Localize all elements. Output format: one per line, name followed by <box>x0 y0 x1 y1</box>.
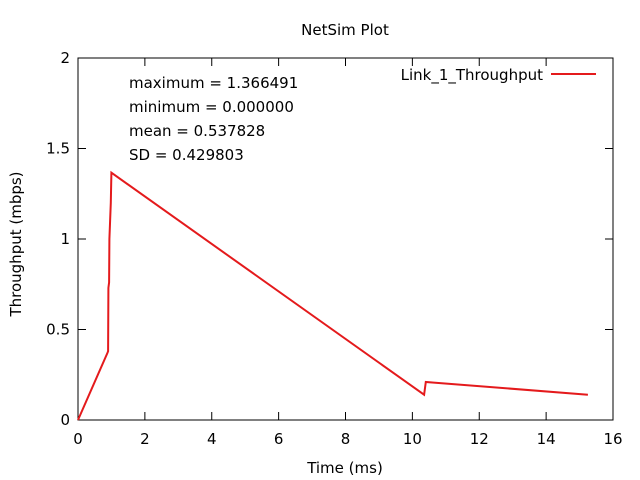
chart-title: NetSim Plot <box>301 21 389 39</box>
legend-label: Link_1_Throughput <box>401 66 544 85</box>
x-tick-label: 12 <box>470 430 489 448</box>
x-tick-label: 4 <box>207 430 217 448</box>
statistics-annotations: maximum = 1.366491 minimum = 0.000000 me… <box>129 74 298 164</box>
series-line-link-1-throughput <box>77 170 588 421</box>
y-tick-label: 1 <box>60 230 70 248</box>
stat-maximum: maximum = 1.366491 <box>129 74 298 92</box>
x-tick-label: 14 <box>537 430 556 448</box>
stat-mean: mean = 0.537828 <box>129 122 265 140</box>
x-tick-label: 8 <box>341 430 351 448</box>
y-tick-label: 2 <box>60 49 70 67</box>
x-tick-label: 0 <box>73 430 83 448</box>
y-tick-label: 1.5 <box>46 140 70 158</box>
x-tick-label: 16 <box>603 430 622 448</box>
x-tick-label: 6 <box>274 430 284 448</box>
y-axis-label: Throughput (mbps) <box>7 171 25 317</box>
legend: Link_1_Throughput <box>401 66 596 85</box>
y-tick-label: 0 <box>60 411 70 429</box>
stat-minimum: minimum = 0.000000 <box>129 98 294 116</box>
stat-sd: SD = 0.429803 <box>129 146 244 164</box>
series-layer <box>77 170 588 421</box>
tick-labels: 0 2 4 6 8 10 12 14 16 0 0.5 1 1.5 2 <box>46 49 622 448</box>
x-tick-label: 2 <box>140 430 150 448</box>
plot-frame <box>77 57 614 421</box>
x-tick-label: 10 <box>403 430 422 448</box>
x-axis-label: Time (ms) <box>306 459 383 477</box>
y-tick-label: 0.5 <box>46 321 70 339</box>
